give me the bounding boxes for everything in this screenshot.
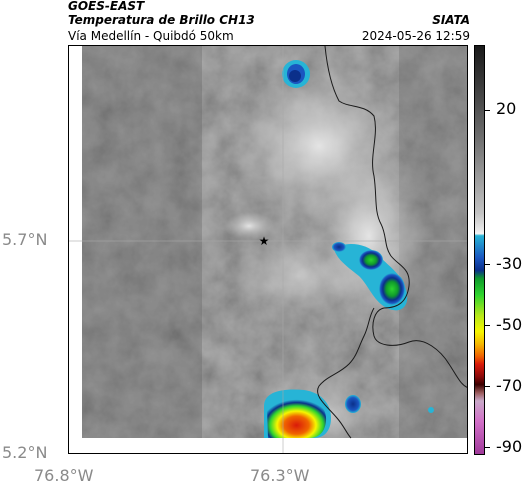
no-data-strip-left <box>69 46 82 453</box>
lon-label-76-3: 76.3°W <box>250 466 310 485</box>
colorbar-tick <box>484 110 490 111</box>
region-subtitle: Vía Medellín - Quibdó 50km <box>68 29 234 43</box>
lat-label-5-7: 5.7°N <box>2 230 48 249</box>
colorbar-tick <box>484 386 490 387</box>
boundary-line-south <box>317 307 375 439</box>
satellite-map[interactable]: ★ <box>68 45 468 454</box>
cloud-patch <box>224 212 274 240</box>
no-data-strip <box>69 438 467 453</box>
colorbar-label: -30 <box>496 254 523 273</box>
colorbar-label: -90 <box>496 437 523 456</box>
map-svg: ★ <box>69 46 467 453</box>
colorbar-tick <box>484 325 490 326</box>
boundary-line <box>324 46 467 388</box>
colorbar-tick <box>484 447 490 448</box>
convective-cell-south <box>264 389 434 438</box>
colorbar-label: 20 <box>496 99 517 118</box>
satellite-name: GOES-EAST <box>68 0 145 13</box>
convective-cell-north <box>282 60 310 88</box>
lon-label-76-8: 76.8°W <box>34 466 94 485</box>
convective-cell-east <box>332 242 408 311</box>
agency-label: SIATA <box>432 13 470 27</box>
product-title: Temperatura de Brillo CH13 <box>68 13 255 27</box>
datetime-label: 2024-05-26 12:59 <box>361 29 470 43</box>
cloud-band <box>229 236 369 316</box>
dark-region <box>82 46 202 438</box>
colorbar-label: -50 <box>496 315 523 334</box>
colorbar-label: -70 <box>496 376 523 395</box>
star-icon[interactable]: ★ <box>259 234 270 248</box>
lat-label-5-2: 5.2°N <box>2 443 48 462</box>
colorbar <box>474 45 485 455</box>
colorbar-tick <box>484 264 490 265</box>
